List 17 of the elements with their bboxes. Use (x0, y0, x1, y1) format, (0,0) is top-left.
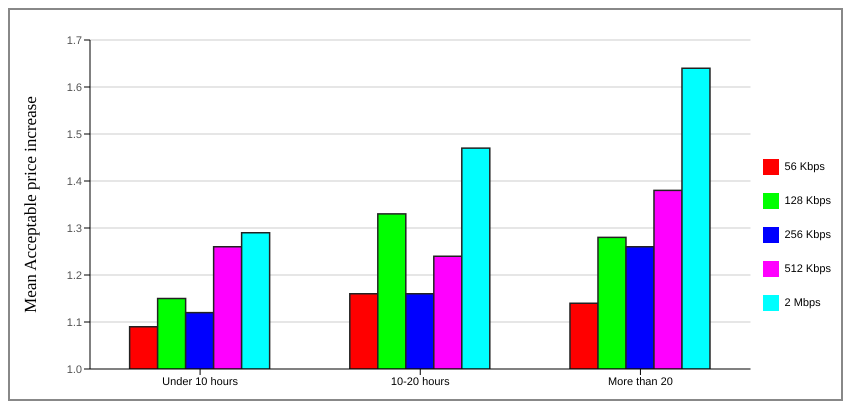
legend-label: 56 Kbps (784, 161, 825, 173)
legend-label: 128 Kbps (784, 195, 831, 207)
y-tick-label: 1.3 (66, 222, 82, 235)
y-tick-label: 1.4 (66, 176, 82, 188)
legend-label: 2 Mbps (784, 297, 821, 309)
y-axis-title: Mean Acceptable price increase (21, 96, 40, 313)
y-tick-label: 1.5 (66, 128, 82, 141)
x-tick-label: 10-20 hours (390, 376, 450, 388)
legend-label: 512 Kbps (784, 263, 831, 275)
y-tick-label: 1.7 (66, 34, 82, 47)
x-tick-label: More than 20 (608, 376, 673, 388)
y-tick-label: 1.6 (66, 82, 82, 94)
y-tick-label: 1.2 (66, 270, 82, 282)
y-tick-label: 1.0 (66, 364, 82, 376)
legend-label: 256 Kbps (784, 229, 831, 241)
x-tick-label: Under 10 hours (162, 376, 238, 388)
y-tick-label: 1.1 (66, 316, 82, 329)
